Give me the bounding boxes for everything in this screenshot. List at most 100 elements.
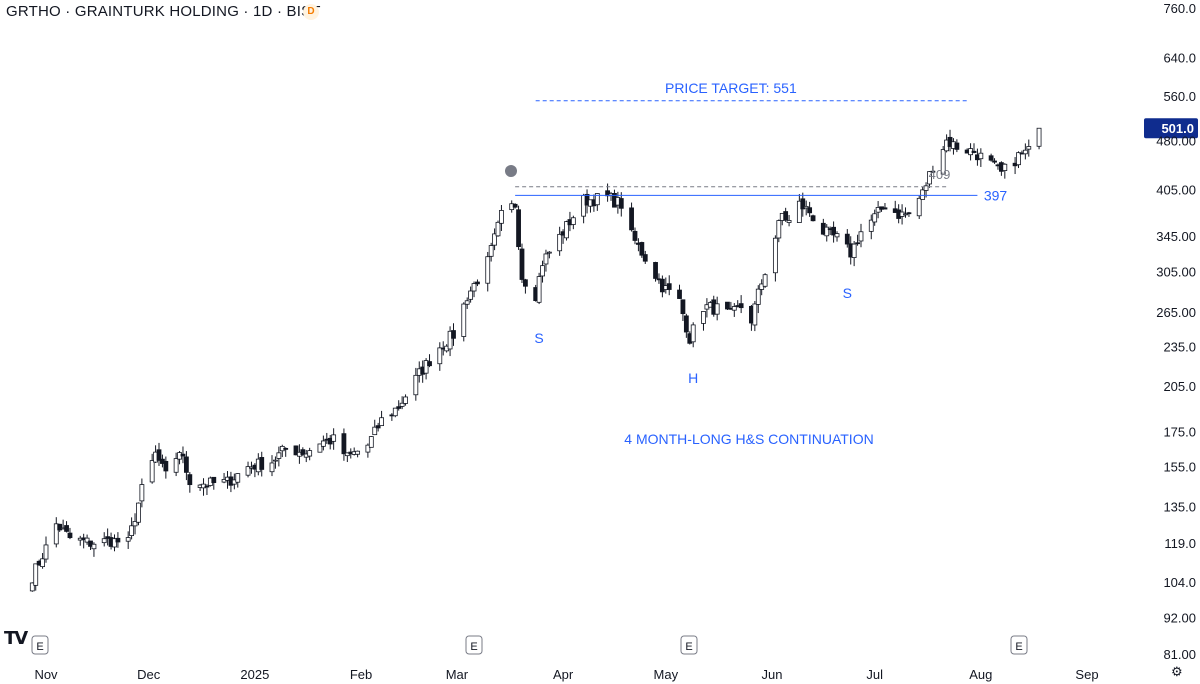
candle-body (259, 457, 265, 470)
candle-body (776, 220, 782, 239)
y-tick-label: 104.0 (1163, 575, 1196, 590)
candle-body (988, 155, 994, 161)
candle-body (930, 170, 936, 173)
candle-body (516, 209, 521, 248)
candle-body (858, 231, 864, 242)
candle-body (125, 537, 131, 542)
earnings-marker-label: E (470, 641, 477, 653)
data-status-badge[interactable]: D (303, 4, 319, 20)
candle-body (43, 544, 49, 560)
candle-body (683, 315, 689, 333)
last-price-badge (1144, 118, 1198, 139)
candle-body (772, 237, 778, 274)
candle-body (1026, 146, 1032, 150)
candle-body (365, 444, 371, 453)
y-tick-label: 119.0 (1164, 536, 1196, 551)
candle-body (629, 207, 634, 231)
candle-body (464, 300, 470, 305)
candle-body (67, 532, 73, 539)
x-tick-label: Jun (761, 667, 782, 682)
candle-body (492, 233, 497, 246)
candle-body (714, 303, 720, 315)
candle-body (475, 281, 480, 285)
candle-body (920, 189, 926, 200)
candle-body (755, 288, 761, 305)
candle-body (1002, 163, 1008, 171)
earnings-marker-label: E (1015, 641, 1022, 653)
candle-body (235, 473, 241, 483)
candle-body (906, 212, 912, 215)
candle-body (882, 207, 888, 210)
price-target-label: PRICE TARGET: 551 (665, 80, 797, 96)
candle-body (564, 221, 569, 239)
candle-body (800, 198, 806, 210)
earnings-marker-label: E (685, 641, 692, 653)
candle-body (642, 254, 648, 262)
candle-body (187, 474, 193, 486)
candle-body (512, 203, 518, 208)
candle-body (523, 279, 528, 287)
earnings-marker-label: E (36, 641, 43, 653)
price-axis[interactable]: 760.0 640.0 560.0 480.00 405.00 345.00 305.00 2… (1156, 1, 1196, 662)
overlays-group: PRICE TARGET: 551 409 397 S H S 4 MONTH-LONG H… (31, 80, 1198, 655)
candle-body (136, 502, 141, 523)
candle-body (101, 538, 107, 544)
candle-body (64, 525, 69, 532)
candle-body (344, 452, 350, 457)
candle-body (320, 440, 326, 447)
candle-body (557, 233, 563, 252)
candle-body (375, 425, 381, 429)
candle-body (451, 330, 456, 339)
earnings-marker (1010, 635, 1028, 655)
y-tick-label: 175.0 (1163, 425, 1196, 440)
candle-body (1036, 127, 1042, 147)
candle-body (211, 476, 217, 484)
candle-body (632, 230, 638, 241)
candle-body (875, 207, 881, 213)
candle-body (447, 330, 453, 350)
alarm-clock-icon (505, 165, 517, 177)
candle-body (786, 220, 792, 223)
y-tick-label: 135.0 (1163, 500, 1196, 515)
candle-body (379, 417, 384, 427)
candle-body (992, 160, 997, 163)
candle-body (183, 456, 189, 473)
candle-body (40, 558, 45, 568)
candle-body (293, 445, 299, 456)
earnings-marker (465, 635, 483, 655)
candle-body (903, 213, 908, 216)
candle-body (307, 450, 313, 457)
candle-body (485, 256, 491, 284)
y-tick-label: 81.00 (1163, 647, 1196, 662)
candle-body (824, 226, 830, 237)
candle-body (488, 245, 494, 257)
symbol-title[interactable]: GRTHO · GRAINTURK HOLDING · 1D · BIST (6, 3, 321, 20)
candle-body (368, 436, 374, 448)
candle-body (129, 525, 135, 536)
candle-body (341, 433, 347, 455)
candle-body (132, 521, 138, 527)
candle-body (29, 582, 35, 592)
gear-icon[interactable]: ⚙ (1171, 664, 1183, 679)
candle-body (834, 233, 840, 238)
x-tick-label: Sep (1075, 667, 1098, 682)
candle-body (831, 226, 836, 236)
tradingview-logo[interactable]: TV (4, 628, 28, 649)
x-tick-label: Feb (350, 667, 372, 682)
candle-body (300, 449, 306, 455)
neckline-upper-label: 409 (929, 167, 951, 182)
time-axis[interactable]: Nov Dec 2025 Feb Mar Apr May Jun Jul Aug Sep (34, 667, 1098, 682)
candle-body (173, 458, 179, 473)
candle-body (204, 485, 210, 488)
candle-body (855, 242, 860, 245)
candle-body (916, 197, 922, 217)
candles-group (29, 127, 1042, 592)
candle-body (923, 185, 929, 191)
candle-body (954, 142, 960, 150)
y-tick-label: 560.0 (1163, 89, 1196, 104)
x-tick-label: Nov (34, 667, 58, 682)
candle-body (796, 200, 802, 223)
candle-body (783, 211, 789, 221)
candle-body (149, 460, 155, 483)
